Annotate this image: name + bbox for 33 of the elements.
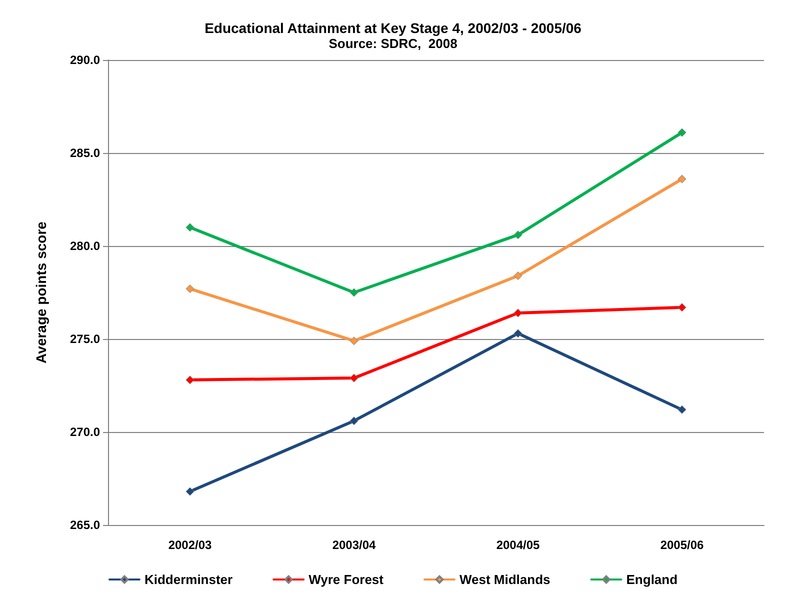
x-tick-label: 2003/04 bbox=[332, 538, 376, 552]
y-tick-label: 285.0 bbox=[70, 146, 100, 160]
point bbox=[514, 308, 522, 318]
x-tick-label: 2002/03 bbox=[168, 538, 212, 552]
point bbox=[186, 284, 194, 294]
point bbox=[186, 487, 194, 496]
legend-label: Kidderminster bbox=[144, 572, 233, 587]
y-tick-label: 270.0 bbox=[70, 425, 100, 439]
y-tick-label: 275.0 bbox=[70, 332, 100, 346]
point bbox=[678, 405, 686, 414]
point bbox=[678, 303, 686, 312]
y-axis-title: Average points score bbox=[33, 221, 49, 364]
point bbox=[186, 223, 194, 232]
point bbox=[350, 374, 358, 382]
point bbox=[350, 416, 358, 426]
y-tick-label: 280.0 bbox=[70, 239, 100, 253]
x-tick-label: 2005/06 bbox=[660, 538, 704, 552]
point bbox=[514, 329, 522, 338]
legend-label: England bbox=[626, 572, 678, 587]
point bbox=[350, 336, 358, 346]
point bbox=[186, 376, 194, 384]
point bbox=[514, 230, 522, 240]
point bbox=[678, 128, 686, 137]
point bbox=[350, 288, 358, 297]
chart-subtitle: Source: SDRC, 2008 bbox=[328, 36, 458, 51]
y-tick-label: 265.0 bbox=[70, 518, 100, 532]
point bbox=[678, 174, 686, 184]
legend-label: West Midlands bbox=[459, 572, 550, 587]
y-tick-label: 290.0 bbox=[70, 53, 100, 67]
x-tick-label: 2004/05 bbox=[496, 538, 540, 552]
point bbox=[514, 272, 522, 280]
legend-label: Wyre Forest bbox=[308, 572, 384, 587]
chart-title: Educational Attainment at Key Stage 4, 2002/03 - 2005/06 bbox=[204, 20, 582, 36]
